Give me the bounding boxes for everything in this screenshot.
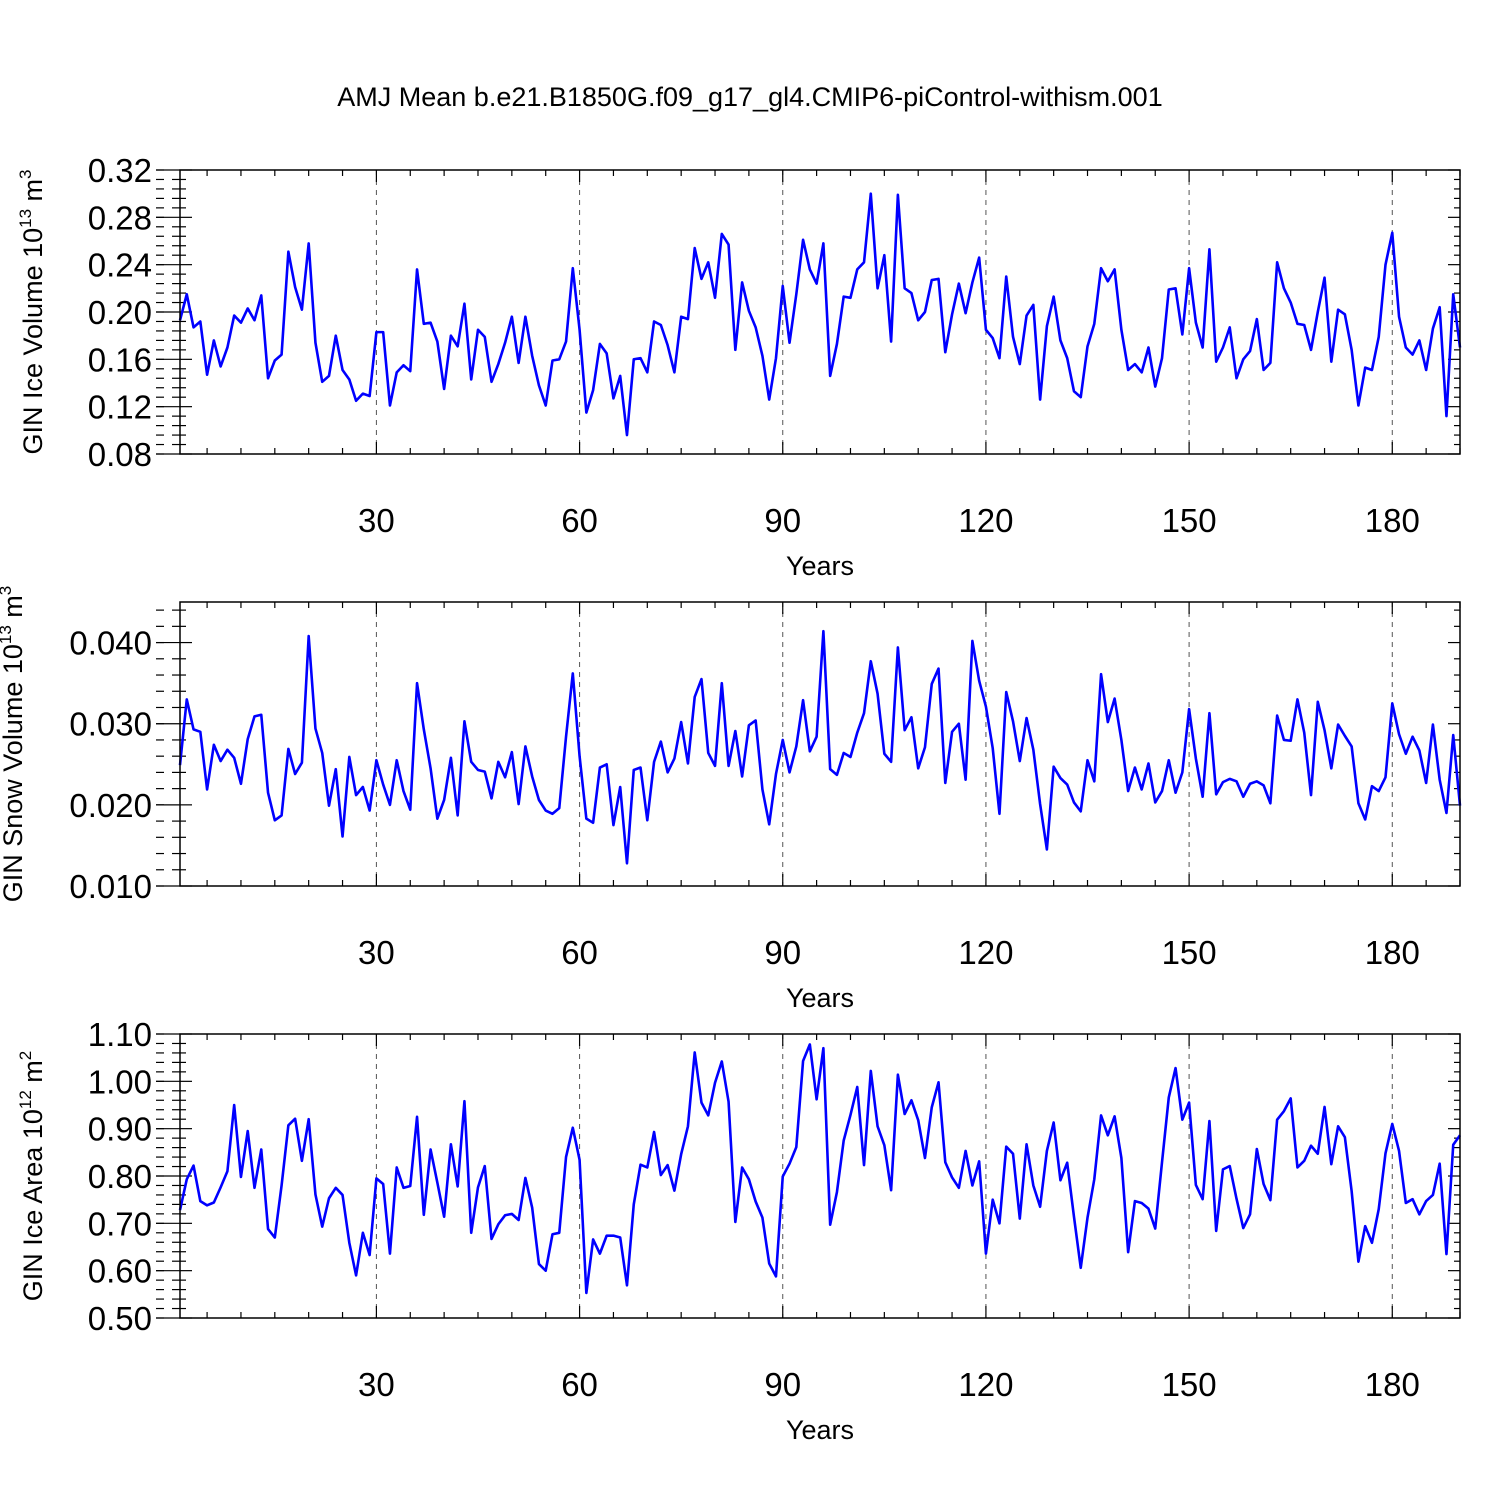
- y-axis-title: GIN Snow Volume 1013 m3: [0, 586, 28, 903]
- x-tick-label: 60: [561, 934, 598, 971]
- y-axis-title-text: GIN Ice Area 10: [18, 1109, 48, 1301]
- y-tick-label: 0.60: [88, 1253, 152, 1290]
- plot-frame: [179, 601, 1461, 887]
- x-tick-label: 90: [764, 1366, 801, 1403]
- x-tick-label: 120: [958, 502, 1013, 539]
- x-tick-label: 150: [1162, 1366, 1217, 1403]
- panel-snow-volume: 0.010 0.020 0.030 0.040 30 60 90 120 150 180 Years…: [0, 586, 1462, 1013]
- plot-frame: [179, 1033, 1461, 1319]
- series-line: [178, 192, 1462, 437]
- figure-title: AMJ Mean b.e21.B1850G.f09_g17_gl4.CMIP6-…: [337, 82, 1162, 112]
- y-tick-label: 0.16: [88, 341, 152, 378]
- y-axis-title-unit: m: [0, 595, 28, 625]
- y-axis-title-exp: 12: [16, 1090, 35, 1109]
- y-axis-title-unit: m: [18, 179, 48, 209]
- panel-ice-volume: 0.08 0.12 0.16 0.20 0.24 0.28 0.32 30 60 90 120 150…: [16, 152, 1462, 581]
- y-tick-label: 0.020: [69, 787, 152, 824]
- y-tick-label: 0.70: [88, 1205, 152, 1242]
- x-tick-label: 60: [561, 1366, 598, 1403]
- x-axis-title: Years: [786, 983, 854, 1013]
- y-axis-title-unit-exp: 2: [16, 1051, 35, 1060]
- y-axis-title-text: GIN Snow Volume 10: [0, 644, 28, 902]
- y-tick-label: 0.040: [69, 625, 152, 662]
- y-tick-label: 1.10: [88, 1016, 152, 1053]
- x-axis-title: Years: [786, 1415, 854, 1445]
- y-tick-label: 0.12: [88, 389, 152, 426]
- x-tick-label: 150: [1162, 502, 1217, 539]
- y-tick-label: 0.80: [88, 1158, 152, 1195]
- x-tick-label: 180: [1365, 502, 1420, 539]
- x-tick-label: 120: [958, 1366, 1013, 1403]
- y-tick-label: 0.32: [88, 152, 152, 189]
- y-tick-label: 0.08: [88, 436, 152, 473]
- y-axis-title-text: GIN Ice Volume 10: [18, 228, 48, 455]
- y-tick-label: 1.00: [88, 1063, 152, 1100]
- x-tick-label: 120: [958, 934, 1013, 971]
- x-tick-label: 90: [764, 502, 801, 539]
- y-tick-label: 0.20: [88, 294, 152, 331]
- x-tick-label: 180: [1365, 934, 1420, 971]
- x-tick-label: 30: [358, 1366, 395, 1403]
- y-axis-title-unit-exp: 3: [16, 169, 35, 178]
- x-tick-label: 180: [1365, 1366, 1420, 1403]
- x-tick-label: 60: [561, 502, 598, 539]
- x-tick-label: 30: [358, 502, 395, 539]
- y-tick-label: 0.50: [88, 1300, 152, 1337]
- x-axis-title: Years: [786, 551, 854, 581]
- x-tick-label: 30: [358, 934, 395, 971]
- y-tick-label: 0.010: [69, 868, 152, 905]
- y-axis-title-unit: m: [18, 1060, 48, 1090]
- y-axis-title: GIN Ice Area 1012 m2: [16, 1051, 48, 1302]
- y-axis-title-exp: 13: [0, 625, 15, 644]
- series-line: [178, 1043, 1462, 1295]
- y-tick-label: 0.24: [88, 247, 152, 284]
- series-line: [178, 629, 1462, 865]
- y-axis-title-unit-exp: 3: [0, 586, 15, 595]
- y-axis-title-exp: 13: [16, 209, 35, 228]
- y-tick-label: 0.28: [88, 199, 152, 236]
- x-tick-label: 90: [764, 934, 801, 971]
- x-tick-label: 150: [1162, 934, 1217, 971]
- y-axis-title: GIN Ice Volume 1013 m3: [16, 169, 48, 454]
- panel-ice-area: 0.50 0.60 0.70 0.80 0.90 1.00 1.10 30 60 90 120 150…: [16, 1016, 1462, 1445]
- y-tick-label: 0.030: [69, 706, 152, 743]
- plot-frame: [179, 169, 1461, 455]
- y-tick-label: 0.90: [88, 1111, 152, 1148]
